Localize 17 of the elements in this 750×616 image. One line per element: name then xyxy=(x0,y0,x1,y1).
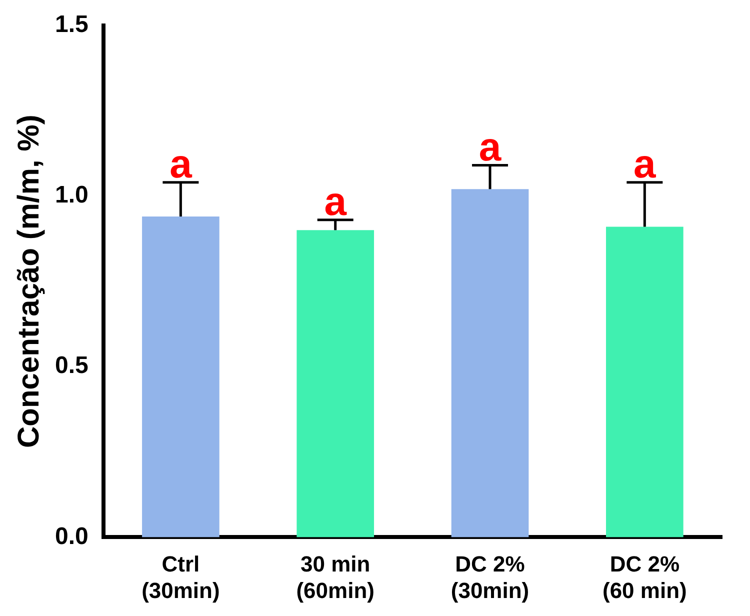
y-tick-label: 1.0 xyxy=(54,182,88,209)
x-tick-label: DC 2% (60 min) xyxy=(602,551,687,603)
y-tick-label: 0.5 xyxy=(54,352,88,380)
annotation: a xyxy=(170,142,193,186)
y-tick-label: 1.5 xyxy=(54,11,88,38)
annotation: a xyxy=(634,142,657,186)
bar xyxy=(296,230,374,538)
x-tick-label: 30 min (60min) xyxy=(296,551,374,603)
bar xyxy=(606,226,684,538)
x-tick-label: DC 2% (30min) xyxy=(450,551,530,603)
y-axis-title: Concentração (m/m, %) xyxy=(12,114,46,448)
bar xyxy=(451,189,529,538)
annotation: a xyxy=(478,125,502,170)
annotation: a xyxy=(324,180,348,224)
y-tick-label: 0.0 xyxy=(54,522,88,550)
x-tick-label: Ctrl (30min) xyxy=(142,551,220,603)
bar xyxy=(142,216,220,538)
